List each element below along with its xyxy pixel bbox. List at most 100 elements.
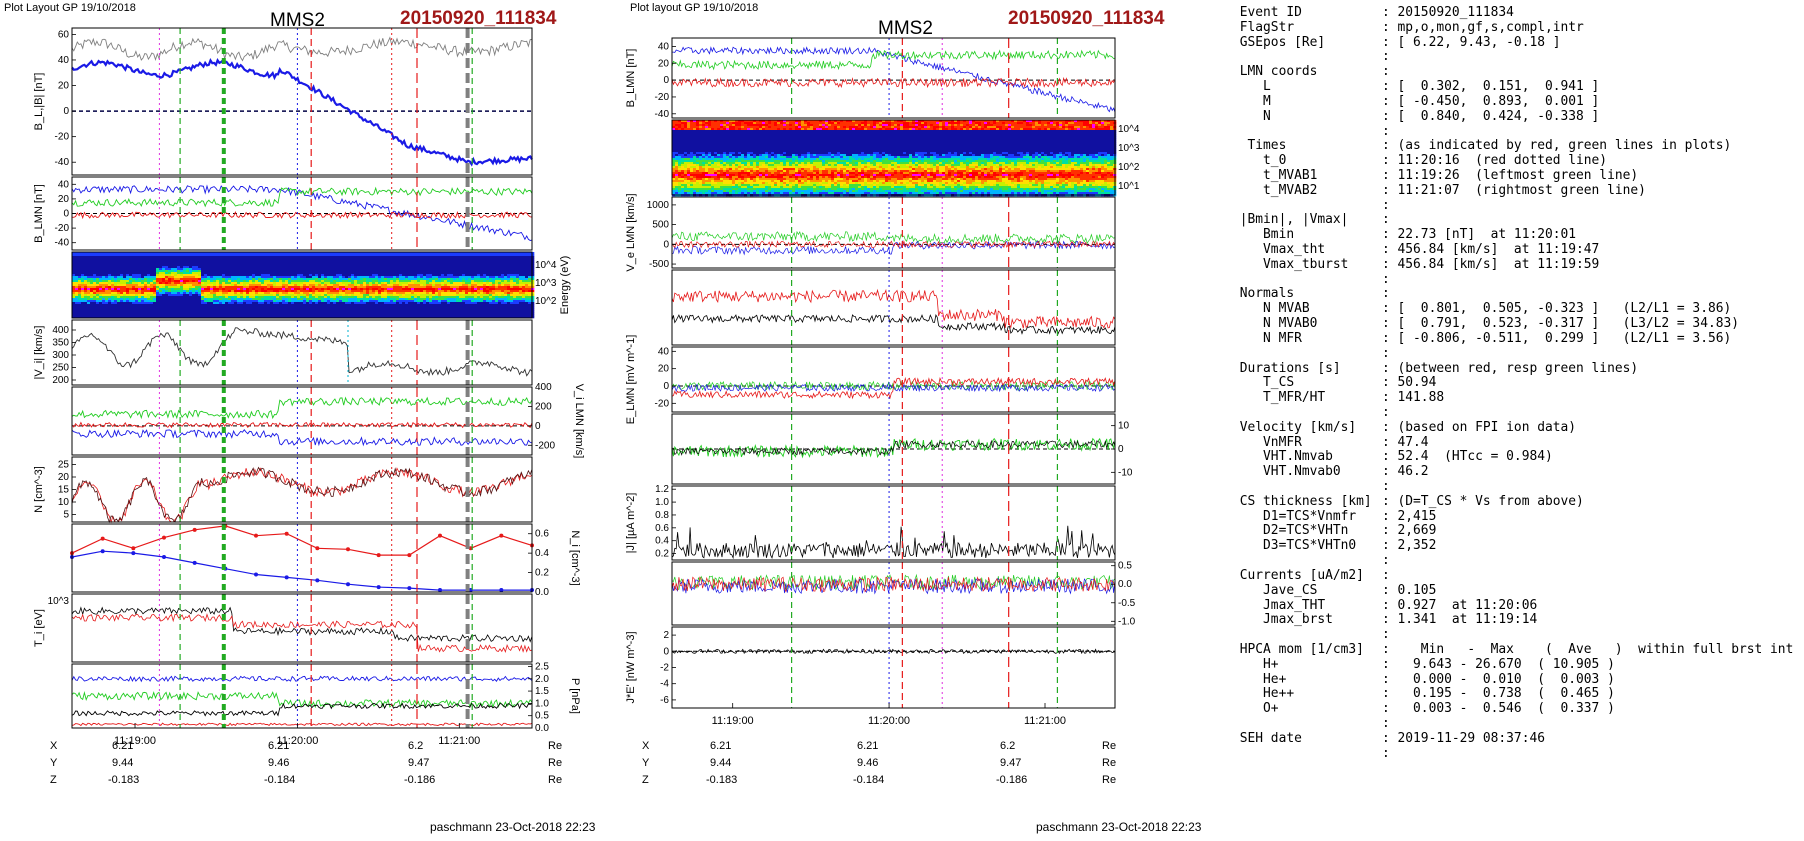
spectrogram-cell xyxy=(453,272,457,275)
spectrogram-cell xyxy=(120,284,124,287)
spectrogram-cell xyxy=(93,270,97,273)
spectrogram-cell xyxy=(228,312,232,315)
spectrogram-cell xyxy=(144,276,148,279)
spectrogram-cell xyxy=(429,298,433,301)
spectrogram-cell xyxy=(375,294,379,297)
spectrogram-cell xyxy=(501,316,505,319)
spectrogram-cell xyxy=(177,264,181,267)
spectrogram-cell xyxy=(150,276,154,279)
spectrogram-cell xyxy=(492,254,496,257)
spectrogram-cell xyxy=(297,274,301,277)
spectrogram-cell xyxy=(261,308,265,311)
spectrogram-cell xyxy=(474,294,478,297)
spectrogram-cell xyxy=(228,262,232,265)
spectrogram-cell xyxy=(315,288,319,291)
spectrogram-cell xyxy=(75,284,79,287)
spectrogram-cell xyxy=(201,252,205,255)
spectrogram-cell xyxy=(261,288,265,291)
spectrogram-cell xyxy=(300,260,304,263)
spectrogram-cell xyxy=(270,260,274,263)
spectrogram-cell xyxy=(222,282,226,285)
spectrogram-cell xyxy=(207,252,211,255)
spectrogram-cell xyxy=(342,316,346,319)
spectrogram-cell xyxy=(216,262,220,265)
spectrogram-cell xyxy=(174,310,178,313)
spectrogram-cell xyxy=(396,256,400,259)
spectrogram-cell xyxy=(75,252,79,255)
spectrogram-cell xyxy=(450,296,454,299)
spectrogram-cell xyxy=(327,262,331,265)
spectrogram-cell xyxy=(177,298,181,301)
spectrogram-cell xyxy=(132,266,136,269)
spectrogram-cell xyxy=(192,314,196,317)
spectrogram-cell xyxy=(369,300,373,303)
spectrogram-cell xyxy=(195,316,199,319)
spectrogram-cell xyxy=(246,276,250,279)
spectrogram-cell xyxy=(393,300,397,303)
spectrogram-cell xyxy=(375,300,379,303)
spectrogram-cell xyxy=(351,290,355,293)
spectrogram-cell xyxy=(198,258,202,261)
spectrogram-cell xyxy=(336,252,340,255)
spectrogram-cell xyxy=(126,306,130,309)
spectrogram-cell xyxy=(120,276,124,279)
spectrogram-cell xyxy=(474,268,478,271)
spectrogram-cell xyxy=(318,254,322,257)
spectrogram-cell xyxy=(300,278,304,281)
spectrogram-cell xyxy=(129,282,133,285)
spectrogram-cell xyxy=(246,274,250,277)
spectrogram-cell xyxy=(417,302,421,305)
spectrogram-cell xyxy=(486,278,490,281)
spectrogram-cell xyxy=(234,316,238,319)
spectrogram-cell xyxy=(468,302,472,305)
spectrogram-cell xyxy=(423,316,427,319)
spectrogram-cell xyxy=(186,284,190,287)
spectrogram-cell xyxy=(405,286,409,289)
spectrogram-cell xyxy=(123,272,127,275)
spectrogram-cell xyxy=(144,304,148,307)
spectrogram-cell xyxy=(72,302,76,305)
spectrogram-cell xyxy=(468,258,472,261)
spectrogram-cell xyxy=(450,310,454,313)
spectrogram-cell xyxy=(150,300,154,303)
spectrogram-cell xyxy=(261,274,265,277)
spectrogram-cell xyxy=(264,316,268,319)
spectrogram-cell xyxy=(312,276,316,279)
spectrogram-cell xyxy=(276,274,280,277)
spectrogram-cell xyxy=(498,258,502,261)
spectrogram-cell xyxy=(324,310,328,313)
spectrogram-cell xyxy=(210,314,214,317)
spectrogram-cell xyxy=(111,288,115,291)
spectrogram-cell xyxy=(87,266,91,269)
spectrogram-cell xyxy=(114,260,118,263)
spectrogram-cell xyxy=(162,298,166,301)
spectrogram-cell xyxy=(252,312,256,315)
spectrogram-cell xyxy=(330,314,334,317)
spectrogram-cell xyxy=(252,284,256,287)
spectrogram-cell xyxy=(357,312,361,315)
spectrogram-cell xyxy=(177,270,181,273)
spectrogram-cell xyxy=(351,314,355,317)
spectrogram-cell xyxy=(510,280,514,283)
spectrogram-cell xyxy=(471,268,475,271)
spectrogram-cell xyxy=(312,308,316,311)
spectrogram-cell xyxy=(489,300,493,303)
spectrogram-cell xyxy=(90,280,94,283)
spectrogram-cell xyxy=(105,292,109,295)
spectrogram-cell xyxy=(189,252,193,255)
spectrogram-cell xyxy=(237,292,241,295)
spectrogram-cell xyxy=(84,282,88,285)
spectrogram-cell xyxy=(357,256,361,259)
spectrogram-cell xyxy=(345,266,349,269)
spectrogram-cell xyxy=(330,310,334,313)
spectrogram-cell xyxy=(462,252,466,255)
right-plot-header: Plot layout GP 19/10/2018 xyxy=(630,2,759,14)
spectrogram-cell xyxy=(342,314,346,317)
spectrogram-cell xyxy=(480,266,484,269)
spectrogram-cell xyxy=(408,260,412,263)
spectrogram-cell xyxy=(141,292,145,295)
spectrogram-cell xyxy=(189,274,193,277)
spectrogram-cell xyxy=(240,268,244,271)
spectrogram-cell xyxy=(483,266,487,269)
spectrogram-cell xyxy=(504,270,508,273)
